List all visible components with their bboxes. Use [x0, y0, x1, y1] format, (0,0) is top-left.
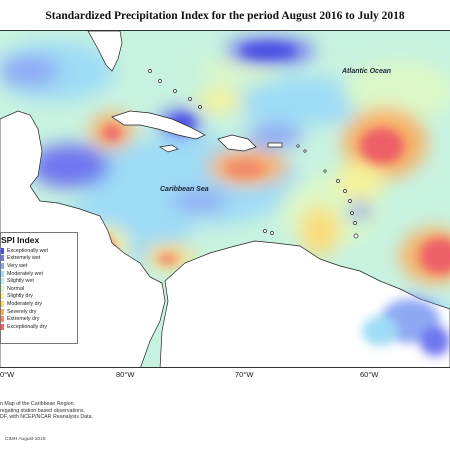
legend-swatch	[1, 270, 4, 277]
legend-label: Exceptionally dry	[7, 323, 48, 330]
legend-item: Slightly dry	[1, 293, 75, 301]
legend-swatch	[1, 262, 4, 269]
legend-rows: Exceptionally wet Extremely wet Very wet Mo…	[1, 247, 75, 331]
legend-label: Severely dry	[7, 308, 37, 315]
map-title: Standardized Precipitation Index for the…	[45, 10, 405, 22]
map-credit: CIMH August-2018	[5, 437, 46, 442]
label-caribbean-sea: Caribbean Sea	[160, 186, 209, 193]
legend-label: Exceptionally wet	[7, 247, 48, 254]
legend-label: Moderately dry	[7, 300, 43, 307]
map-frame: Atlantic Ocean Caribbean Sea	[0, 30, 450, 368]
legend-swatch	[1, 247, 4, 254]
legend-item: Severely dry	[1, 308, 75, 316]
legend-title: SPI Index	[1, 235, 40, 245]
lon-label-70w: 70°W	[235, 370, 254, 379]
legend-item: Extremely wet	[1, 255, 75, 263]
legend-item: Normal	[1, 285, 75, 293]
legend-label: Moderately wet	[7, 270, 43, 277]
note-line-2: regating station based observations,	[0, 407, 86, 414]
legend-label: Extremely dry	[7, 316, 40, 323]
legend-swatch	[1, 278, 4, 285]
legend-item: Very wet	[1, 262, 75, 270]
legend-label: Very wet	[7, 262, 28, 269]
legend-swatch	[1, 308, 4, 315]
legend-item: Moderately wet	[1, 270, 75, 278]
legend-swatch	[1, 316, 4, 323]
legend-item: Exceptionally wet	[1, 247, 75, 255]
lon-label-80w: 80°W	[116, 370, 135, 379]
legend-swatch	[1, 285, 4, 292]
legend-label: Slightly wet	[7, 278, 34, 285]
spi-legend: SPI Index Exceptionally wet Extremely wet…	[0, 232, 78, 344]
legend-item: Slightly wet	[1, 277, 75, 285]
map-notes: n Map of the Caribbean Region. regating …	[0, 401, 93, 421]
label-atlantic-ocean: Atlantic Ocean	[341, 68, 391, 75]
legend-item: Moderately dry	[1, 300, 75, 308]
legend-item: Extremely dry	[1, 315, 75, 323]
lon-label-90w: 0°W	[0, 370, 15, 379]
legend-label: Normal	[7, 285, 25, 292]
legend-swatch	[1, 323, 4, 330]
legend-swatch	[1, 293, 4, 300]
legend-swatch	[1, 300, 4, 307]
note-line-1: n Map of the Caribbean Region.	[0, 401, 76, 407]
legend-label: Extremely wet	[7, 255, 41, 262]
legend-item: Exceptionally dry	[1, 323, 75, 331]
legend-label: Slightly dry	[7, 293, 33, 300]
lon-label-60w: 60°W	[360, 370, 379, 379]
legend-swatch	[1, 255, 4, 262]
note-line-3: DF, with NCEP/NCAR Reanalysis Data.	[0, 414, 94, 420]
spi-map: Atlantic Ocean Caribbean Sea	[0, 31, 450, 367]
